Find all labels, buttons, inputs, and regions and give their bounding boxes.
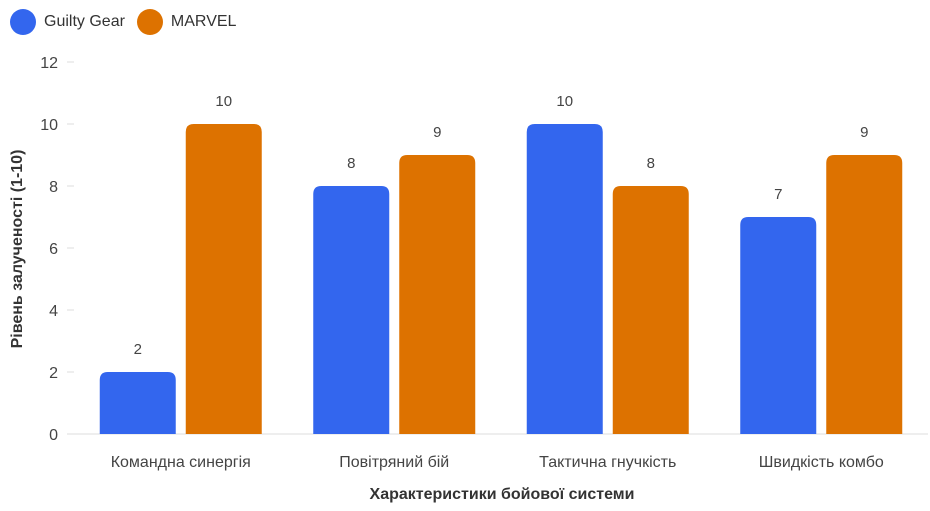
x-axis-title: Характеристики бойової системи bbox=[370, 486, 635, 503]
bar-value-label: 10 bbox=[556, 93, 573, 110]
y-tick-label: 12 bbox=[40, 55, 58, 72]
legend-label-guilty-gear: Guilty Gear bbox=[44, 13, 125, 30]
y-tick-label: 10 bbox=[40, 117, 58, 134]
bar-value-label: 9 bbox=[860, 124, 868, 141]
x-axis-categories: Командна синергія Повітряний бій Тактична … bbox=[111, 454, 884, 471]
bars bbox=[99, 124, 903, 434]
x-category-label: Повітряний бій bbox=[339, 454, 449, 471]
legend-item-marvel[interactable]: MARVEL bbox=[136, 9, 237, 35]
y-axis-ticks: 0 2 4 6 8 10 12 bbox=[40, 55, 74, 444]
y-tick-label: 4 bbox=[49, 303, 58, 320]
bar-value-label: 9 bbox=[433, 124, 441, 141]
legend-swatch-guilty-gear bbox=[10, 9, 36, 35]
y-tick-label: 0 bbox=[49, 427, 58, 444]
bar-value-label: 2 bbox=[134, 341, 142, 358]
y-tick-label: 8 bbox=[49, 179, 58, 196]
legend-swatch-marvel bbox=[136, 9, 163, 35]
bar-value-label: 8 bbox=[347, 155, 355, 172]
y-axis-title-group: Рівень залученості (1-10) bbox=[9, 150, 26, 349]
bar-marvel[interactable] bbox=[612, 186, 689, 434]
bar-marvel[interactable] bbox=[185, 124, 262, 434]
x-category-label: Тактична гнучкість bbox=[539, 454, 676, 471]
y-tick-label: 2 bbox=[49, 365, 58, 382]
bar-guilty-gear[interactable] bbox=[99, 372, 176, 434]
x-category-label: Командна синергія bbox=[111, 454, 251, 471]
bar-value-label: 7 bbox=[774, 186, 782, 203]
legend-item-guilty-gear[interactable]: Guilty Gear bbox=[10, 9, 125, 35]
y-tick-label: 6 bbox=[49, 241, 58, 258]
bar-value-label: 8 bbox=[647, 155, 655, 172]
legend: Guilty Gear MARVEL bbox=[10, 9, 236, 35]
bar-guilty-gear[interactable] bbox=[740, 217, 817, 434]
bar-marvel[interactable] bbox=[399, 155, 476, 434]
y-axis-title: Рівень залученості (1-10) bbox=[9, 150, 26, 349]
bar-value-label: 10 bbox=[215, 93, 232, 110]
bar-guilty-gear[interactable] bbox=[313, 186, 390, 434]
x-category-label: Швидкість комбо bbox=[759, 454, 884, 471]
bar-guilty-gear[interactable] bbox=[526, 124, 603, 434]
bar-marvel[interactable] bbox=[826, 155, 903, 434]
legend-label-marvel: MARVEL bbox=[170, 13, 237, 30]
data-labels: 2 10 8 9 10 8 7 9 bbox=[134, 93, 869, 358]
